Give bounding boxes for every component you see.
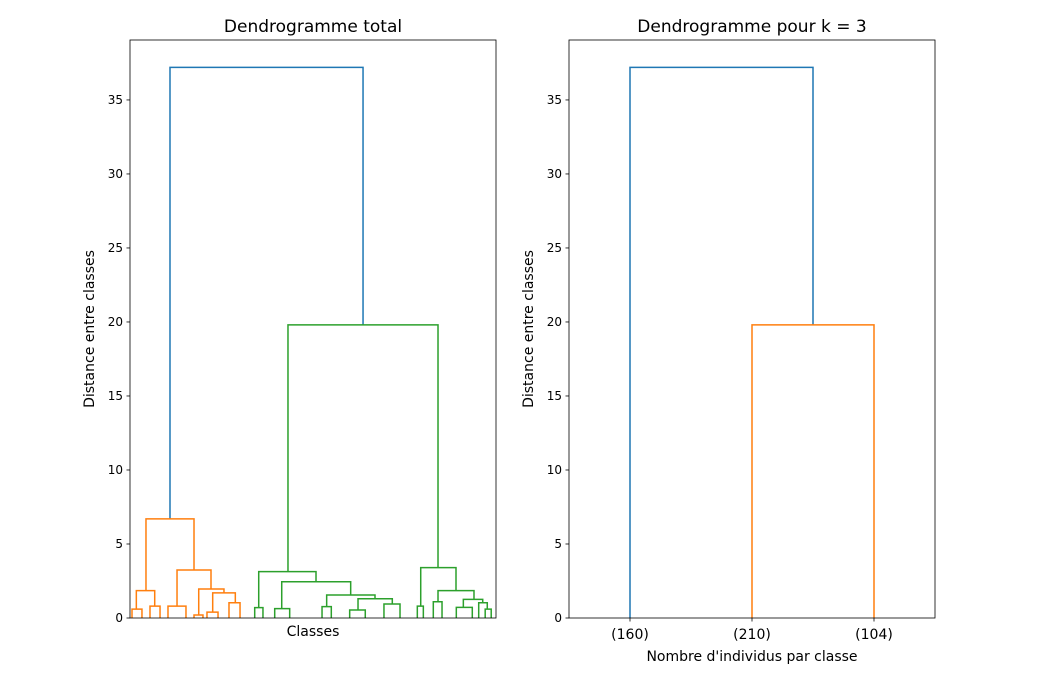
- y-tick-label: 0: [115, 611, 123, 625]
- y-tick-label: 20: [108, 315, 123, 329]
- left-chart-title: Dendrogramme total: [224, 17, 402, 37]
- dendrogram-link: [416, 605, 425, 618]
- dendrogram-link: [228, 602, 241, 618]
- y-tick-label: 5: [115, 537, 123, 551]
- y-tick-label: 15: [108, 389, 123, 403]
- dendrogram-link: [167, 605, 187, 618]
- y-tick-label: 20: [547, 315, 562, 329]
- right-dendrogram-axes: Dendrogramme pour k = 3 Nombre d'individ…: [521, 17, 936, 665]
- dendrogram-link: [462, 598, 484, 608]
- dendrogram-link: [197, 588, 225, 616]
- x-tick-label: (104): [855, 627, 893, 643]
- dendrogram-link: [383, 603, 401, 618]
- y-tick-label: 30: [108, 167, 123, 181]
- dendrogram-link: [193, 614, 204, 618]
- left-x-axis-label: Classes: [287, 624, 340, 640]
- dendrogram-link: [273, 607, 291, 618]
- dendrogram-link: [325, 594, 376, 607]
- dendrogram-link: [169, 66, 364, 519]
- y-tick-label: 10: [547, 463, 562, 477]
- axes-frame: [129, 39, 497, 619]
- dendrogram-link: [321, 605, 333, 618]
- dendrogram-link: [206, 611, 219, 618]
- y-tick-label: 30: [547, 167, 562, 181]
- dendrogram-link: [176, 569, 212, 607]
- x-tick-label: (210): [733, 627, 771, 643]
- y-tick-label: 35: [108, 93, 123, 107]
- dendrogram-link: [455, 606, 474, 618]
- y-tick-label: 25: [547, 241, 562, 255]
- x-tick-label: (160): [611, 627, 649, 643]
- y-tick-label: 5: [554, 537, 562, 551]
- dendrogram-link: [437, 589, 475, 602]
- y-tick-label: 25: [108, 241, 123, 255]
- dendrogram-link: [257, 570, 317, 608]
- dendrogram-link: [253, 606, 264, 618]
- dendrogram-link: [357, 598, 394, 611]
- dendrogram-link: [149, 605, 161, 618]
- y-tick-label: 35: [547, 93, 562, 107]
- left-dendrogram-axes: Dendrogramme total Classes Distance entr…: [82, 17, 497, 640]
- dendrogram-link: [751, 324, 875, 618]
- right-x-axis-label: Nombre d'individus par classe: [646, 649, 857, 665]
- dendrogram-link: [145, 518, 195, 591]
- right-chart-title: Dendrogramme pour k = 3: [637, 17, 866, 37]
- dendrogram-link: [287, 324, 439, 572]
- right-y-axis-label: Distance entre classes: [521, 250, 537, 408]
- dendrogram-link: [280, 580, 352, 609]
- dendrogram-link: [131, 608, 143, 618]
- dendrogram-link: [484, 608, 492, 618]
- dendrogram-link: [419, 566, 457, 607]
- dendrogram-link: [629, 66, 814, 618]
- dendrogram-link: [432, 600, 443, 618]
- dendrogram-link: [348, 609, 367, 618]
- y-tick-label: 0: [554, 611, 562, 625]
- dendrogram-link: [211, 592, 237, 613]
- y-tick-label: 15: [547, 389, 562, 403]
- y-tick-label: 10: [108, 463, 123, 477]
- left-y-axis-label: Distance entre classes: [82, 250, 98, 408]
- dendrogram-link: [135, 589, 156, 610]
- dendrogram-link: [477, 602, 489, 618]
